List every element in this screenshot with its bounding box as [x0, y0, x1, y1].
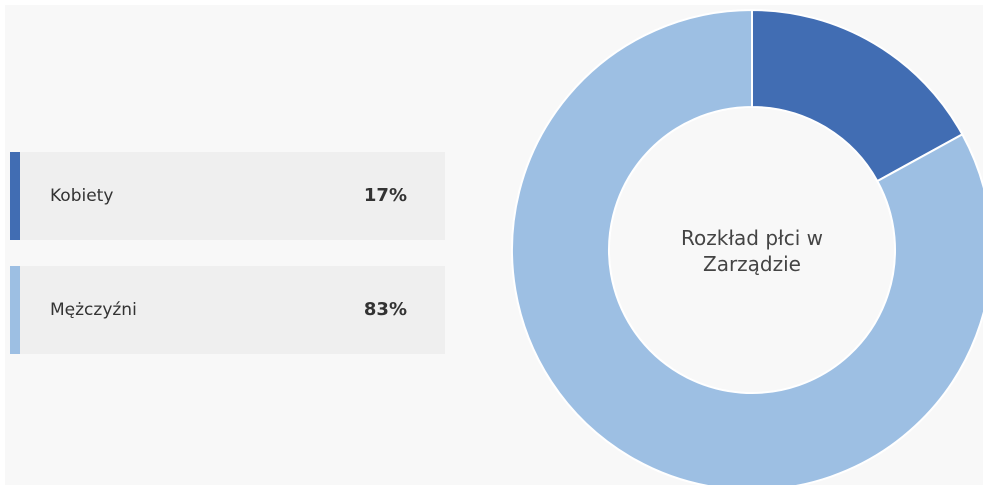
legend-row: Mężczyźni 83% [10, 266, 445, 354]
legend-label: Kobiety [50, 186, 114, 206]
chart-title: Rozkład płci w Zarządzie [681, 226, 823, 276]
value-label: 17% [363, 185, 407, 206]
value-label: 83% [363, 299, 407, 320]
legend-swatch [10, 266, 20, 354]
page: Kobiety 17% Mężczyźni 83% Rozkład płci w Za… [5, 5, 983, 485]
legend-label: Mężczyźni [50, 300, 137, 320]
donut-segment [511, 8, 983, 485]
legend-swatch [10, 152, 20, 240]
legend-row: Kobiety 17% [10, 152, 445, 240]
donut-chart [511, 8, 983, 485]
